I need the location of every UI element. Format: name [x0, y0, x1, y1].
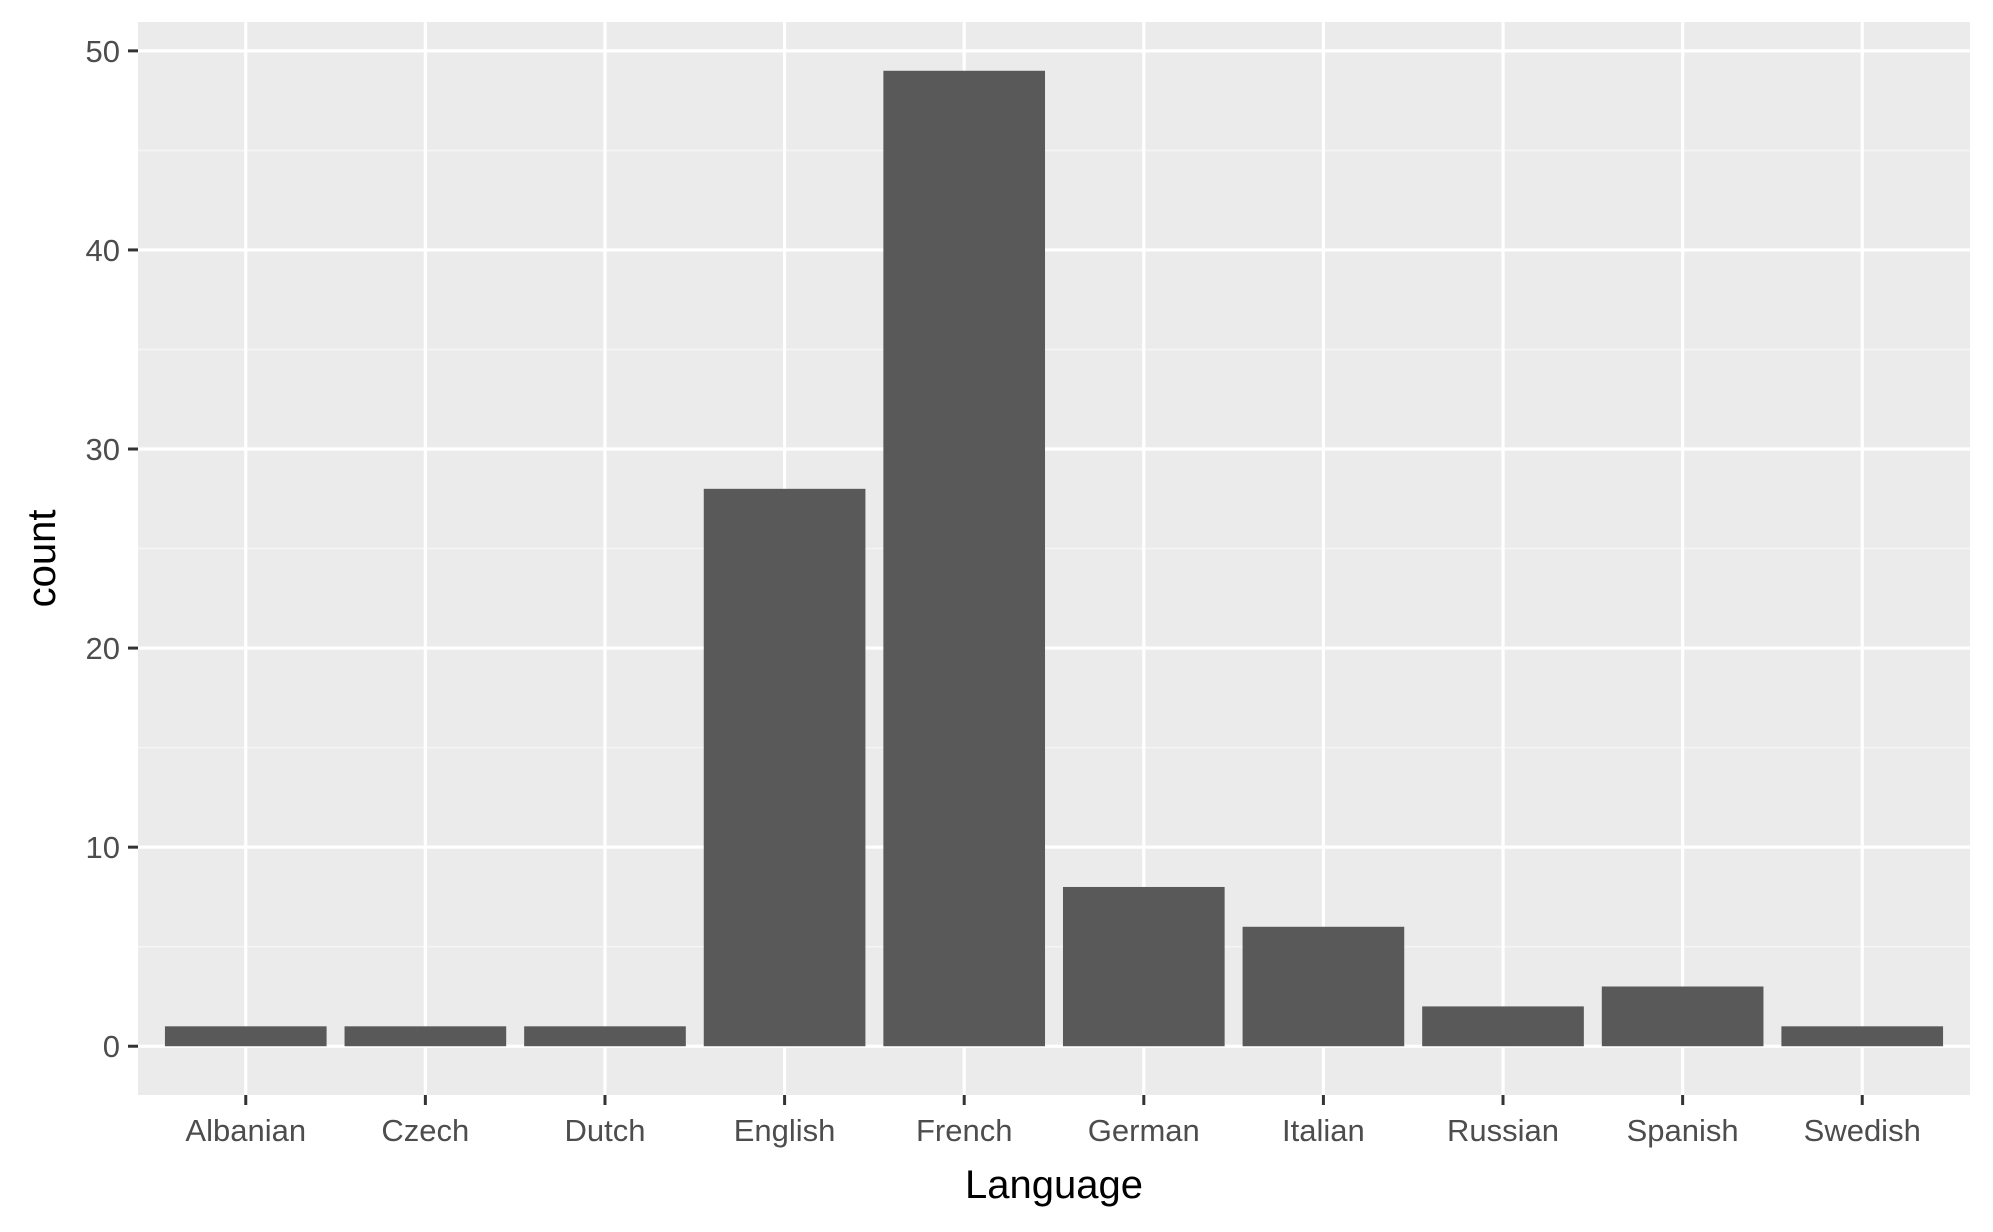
x-tick-label: Czech — [381, 1113, 469, 1148]
bar-german — [1062, 886, 1225, 1047]
x-axis-title: Language — [965, 1163, 1143, 1207]
bar-dutch — [524, 1026, 686, 1047]
bar-swedish — [1781, 1026, 1944, 1047]
y-axis: 0 10 20 30 40 50 — [86, 34, 138, 1064]
y-tick-label: 10 — [86, 830, 120, 865]
bar-english — [703, 488, 866, 1047]
plot-panel — [138, 22, 1970, 1095]
x-tick-label: German — [1088, 1113, 1200, 1148]
y-tick-label: 20 — [86, 631, 120, 666]
x-tick-label: English — [734, 1113, 836, 1148]
x-tick-label: French — [916, 1113, 1012, 1148]
x-tick-label: Italian — [1282, 1113, 1365, 1148]
grid-minor — [138, 149, 1970, 948]
y-tick-label: 0 — [103, 1029, 120, 1064]
bar-spanish — [1601, 986, 1764, 1047]
bar-russian — [1422, 1006, 1584, 1047]
bar-albanian — [164, 1026, 327, 1047]
x-tick-label: Albanian — [185, 1113, 306, 1148]
x-axis: Albanian Czech Dutch English French German Ita… — [185, 1095, 1921, 1148]
y-tick-label: 50 — [86, 34, 120, 69]
bar-french — [883, 70, 1046, 1047]
y-axis-title: count — [20, 510, 64, 608]
x-tick-label: Russian — [1447, 1113, 1559, 1148]
x-tick-label: Dutch — [564, 1113, 645, 1148]
y-tick-label: 40 — [86, 233, 120, 268]
x-tick-label: Spanish — [1627, 1113, 1739, 1148]
y-tick-label: 30 — [86, 432, 120, 467]
bar-italian — [1242, 926, 1405, 1047]
bar-czech — [344, 1026, 507, 1047]
x-tick-label: Swedish — [1804, 1113, 1921, 1148]
bars — [164, 70, 1944, 1047]
